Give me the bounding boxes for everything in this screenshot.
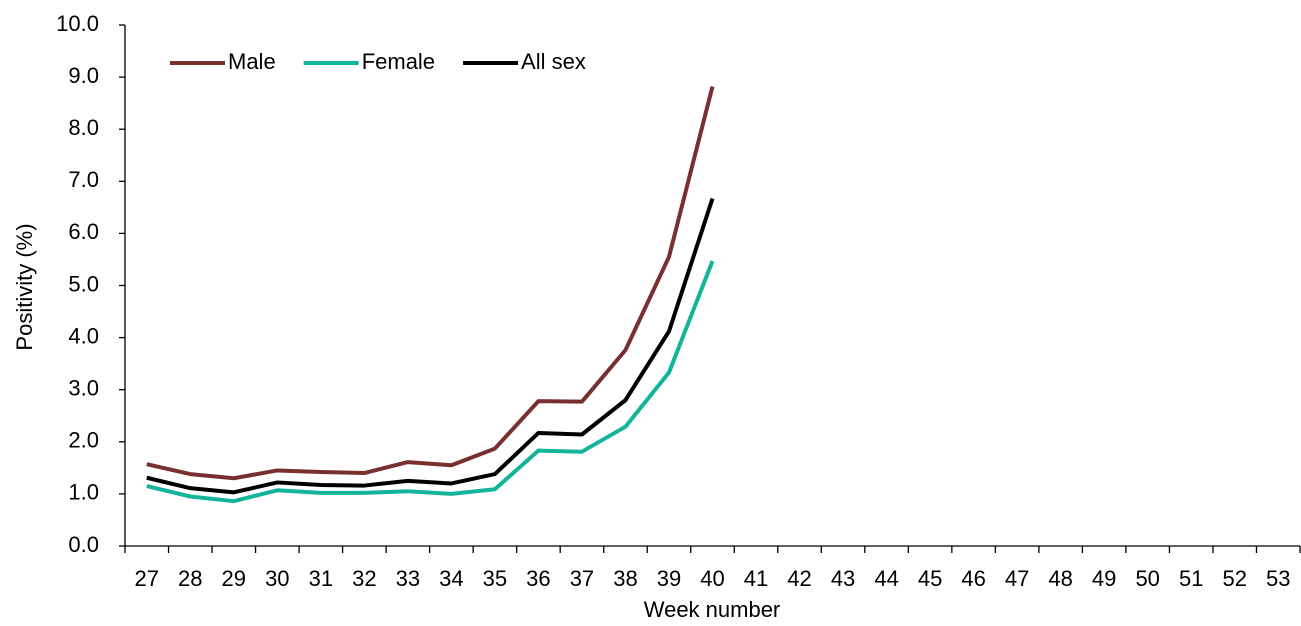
x-tick-label: 47 (1005, 566, 1029, 591)
x-tick-label: 29 (222, 566, 246, 591)
x-tick-label: 36 (526, 566, 550, 591)
x-tick-label: 41 (744, 566, 768, 591)
x-tick-label: 28 (178, 566, 202, 591)
x-tick-label: 44 (874, 566, 898, 591)
x-tick-label: 50 (1135, 566, 1159, 591)
x-tick-label: 37 (570, 566, 594, 591)
x-tick-label: 35 (483, 566, 507, 591)
x-tick-label: 27 (135, 566, 159, 591)
x-tick-label: 31 (309, 566, 333, 591)
x-tick-label: 48 (1048, 566, 1072, 591)
x-tick-label: 39 (657, 566, 681, 591)
y-tick-label: 4.0 (68, 323, 99, 348)
x-tick-label: 53 (1266, 566, 1290, 591)
y-tick-label: 2.0 (68, 428, 99, 453)
y-tick-label: 3.0 (68, 376, 99, 401)
x-tick-label: 52 (1222, 566, 1246, 591)
series-line (146, 85, 715, 481)
series-line (146, 197, 715, 495)
x-tick-label: 32 (352, 566, 376, 591)
y-tick-label: 7.0 (68, 167, 99, 192)
series-line (146, 260, 715, 504)
y-tick-label: 5.0 (68, 271, 99, 296)
legend-label: All sex (521, 49, 586, 74)
x-tick-label: 34 (439, 566, 463, 591)
y-tick-label: 10.0 (56, 11, 99, 36)
x-tick-label: 33 (396, 566, 420, 591)
x-tick-label: 45 (918, 566, 942, 591)
legend-label: Female (362, 49, 435, 74)
x-tick-label: 51 (1179, 566, 1203, 591)
x-tick-label: 38 (613, 566, 637, 591)
y-tick-label: 8.0 (68, 115, 99, 140)
x-tick-label: 43 (831, 566, 855, 591)
x-axis-title: Week number (644, 597, 781, 622)
x-tick-label: 49 (1092, 566, 1116, 591)
x-tick-label: 46 (961, 566, 985, 591)
y-axis-title: Positivity (%) (12, 223, 37, 350)
x-tick-label: 30 (265, 566, 289, 591)
legend-label: Male (228, 49, 276, 74)
x-tick-label: 40 (700, 566, 724, 591)
x-tick-label: 42 (787, 566, 811, 591)
y-tick-label: 9.0 (68, 63, 99, 88)
y-tick-label: 1.0 (68, 480, 99, 505)
y-tick-label: 0.0 (68, 532, 99, 557)
y-tick-label: 6.0 (68, 219, 99, 244)
